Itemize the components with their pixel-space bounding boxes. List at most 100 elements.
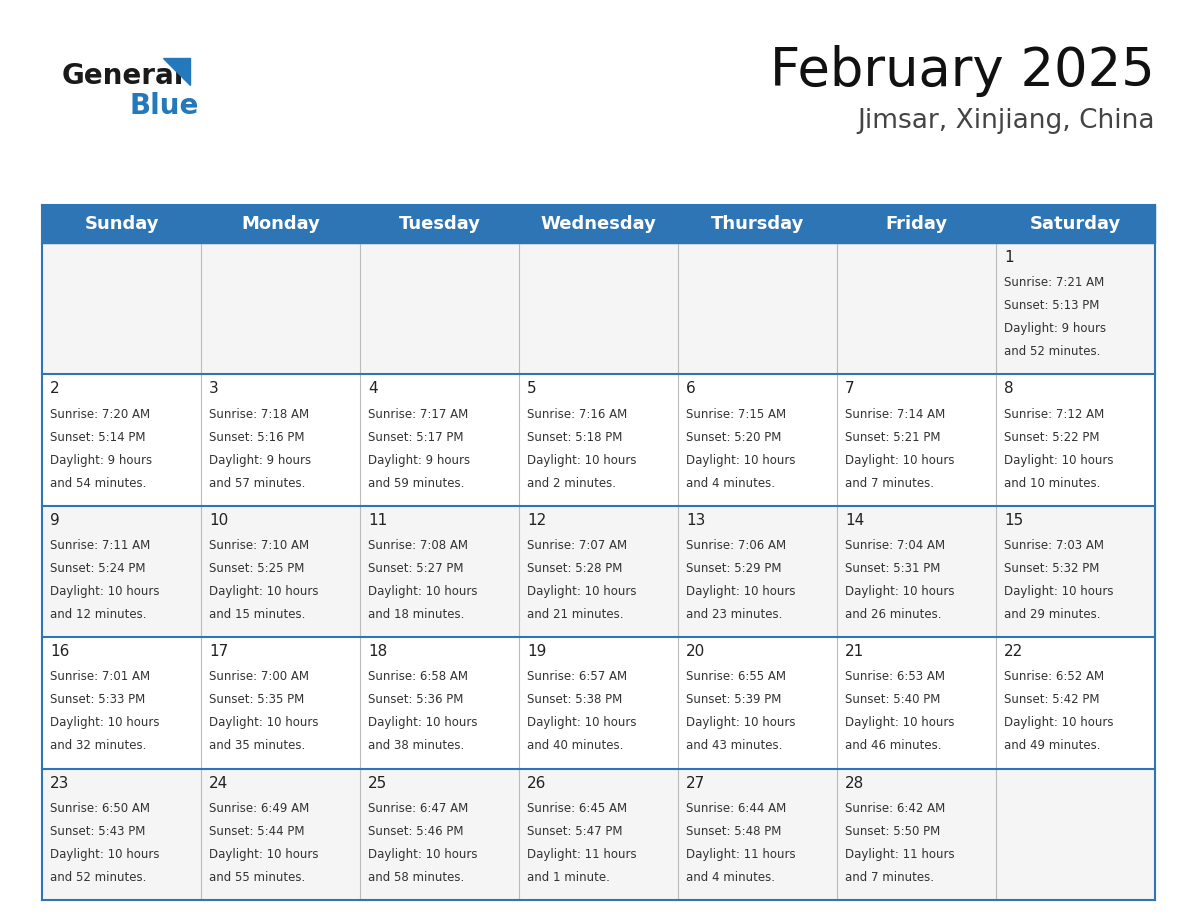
Text: Sunrise: 7:03 AM: Sunrise: 7:03 AM — [1004, 539, 1104, 552]
Text: Sunrise: 7:12 AM: Sunrise: 7:12 AM — [1004, 408, 1105, 420]
Text: Daylight: 9 hours: Daylight: 9 hours — [368, 453, 470, 466]
Text: 18: 18 — [368, 644, 387, 659]
Text: Sunrise: 7:14 AM: Sunrise: 7:14 AM — [845, 408, 946, 420]
Text: and 52 minutes.: and 52 minutes. — [1004, 345, 1100, 358]
Text: 22: 22 — [1004, 644, 1023, 659]
Text: and 15 minutes.: and 15 minutes. — [209, 608, 305, 621]
Text: 15: 15 — [1004, 513, 1023, 528]
Text: 7: 7 — [845, 381, 854, 397]
Text: Sunset: 5:43 PM: Sunset: 5:43 PM — [50, 825, 145, 838]
Text: 21: 21 — [845, 644, 864, 659]
Text: Daylight: 10 hours: Daylight: 10 hours — [685, 453, 796, 466]
Text: Daylight: 9 hours: Daylight: 9 hours — [1004, 322, 1106, 335]
Text: and 43 minutes.: and 43 minutes. — [685, 740, 783, 753]
Text: and 38 minutes.: and 38 minutes. — [368, 740, 465, 753]
Text: Daylight: 10 hours: Daylight: 10 hours — [50, 585, 159, 598]
Text: Sunset: 5:33 PM: Sunset: 5:33 PM — [50, 693, 145, 707]
Text: 16: 16 — [50, 644, 69, 659]
Text: 1: 1 — [1004, 250, 1013, 265]
Text: Daylight: 10 hours: Daylight: 10 hours — [1004, 585, 1113, 598]
Text: 4: 4 — [368, 381, 378, 397]
Text: Sunset: 5:29 PM: Sunset: 5:29 PM — [685, 562, 782, 575]
Text: Sunrise: 7:07 AM: Sunrise: 7:07 AM — [527, 539, 627, 552]
Text: 27: 27 — [685, 776, 706, 790]
Text: Sunrise: 7:20 AM: Sunrise: 7:20 AM — [50, 408, 150, 420]
Bar — [42, 375, 1155, 506]
Text: 8: 8 — [1004, 381, 1013, 397]
Bar — [42, 205, 1155, 243]
Text: Thursday: Thursday — [710, 215, 804, 233]
Text: and 12 minutes.: and 12 minutes. — [50, 608, 146, 621]
Bar — [42, 768, 1155, 900]
Text: 11: 11 — [368, 513, 387, 528]
Text: and 4 minutes.: and 4 minutes. — [685, 476, 775, 489]
Text: Sunset: 5:47 PM: Sunset: 5:47 PM — [527, 825, 623, 838]
Text: Daylight: 10 hours: Daylight: 10 hours — [527, 585, 637, 598]
Text: Sunset: 5:48 PM: Sunset: 5:48 PM — [685, 825, 782, 838]
Text: Daylight: 11 hours: Daylight: 11 hours — [685, 848, 796, 861]
Text: Sunset: 5:32 PM: Sunset: 5:32 PM — [1004, 562, 1099, 575]
Text: Daylight: 10 hours: Daylight: 10 hours — [368, 848, 478, 861]
Text: Blue: Blue — [129, 92, 200, 120]
Text: Sunset: 5:31 PM: Sunset: 5:31 PM — [845, 562, 941, 575]
Text: Sunrise: 6:50 AM: Sunrise: 6:50 AM — [50, 802, 150, 815]
Text: and 1 minute.: and 1 minute. — [527, 871, 609, 884]
Text: and 7 minutes.: and 7 minutes. — [845, 871, 934, 884]
Text: and 40 minutes.: and 40 minutes. — [527, 740, 624, 753]
Text: Sunrise: 7:06 AM: Sunrise: 7:06 AM — [685, 539, 786, 552]
Text: Daylight: 10 hours: Daylight: 10 hours — [685, 716, 796, 730]
Text: 5: 5 — [527, 381, 537, 397]
Text: General: General — [62, 62, 184, 90]
Text: 26: 26 — [527, 776, 546, 790]
Text: 24: 24 — [209, 776, 228, 790]
Text: and 35 minutes.: and 35 minutes. — [209, 740, 305, 753]
Text: and 2 minutes.: and 2 minutes. — [527, 476, 617, 489]
Text: 6: 6 — [685, 381, 696, 397]
Text: Sunrise: 7:04 AM: Sunrise: 7:04 AM — [845, 539, 946, 552]
Text: Daylight: 10 hours: Daylight: 10 hours — [209, 848, 318, 861]
Text: Sunday: Sunday — [84, 215, 159, 233]
Text: 17: 17 — [209, 644, 228, 659]
Text: 20: 20 — [685, 644, 706, 659]
Text: Sunset: 5:44 PM: Sunset: 5:44 PM — [209, 825, 304, 838]
Text: Sunset: 5:20 PM: Sunset: 5:20 PM — [685, 431, 782, 443]
Text: Daylight: 10 hours: Daylight: 10 hours — [368, 585, 478, 598]
Text: Daylight: 9 hours: Daylight: 9 hours — [209, 453, 311, 466]
Text: Daylight: 10 hours: Daylight: 10 hours — [209, 585, 318, 598]
Text: 14: 14 — [845, 513, 864, 528]
Text: Wednesday: Wednesday — [541, 215, 657, 233]
Text: and 23 minutes.: and 23 minutes. — [685, 608, 783, 621]
Bar — [42, 243, 1155, 375]
Text: Sunset: 5:35 PM: Sunset: 5:35 PM — [209, 693, 304, 707]
Text: Sunset: 5:40 PM: Sunset: 5:40 PM — [845, 693, 941, 707]
Text: Jimsar, Xinjiang, China: Jimsar, Xinjiang, China — [858, 108, 1155, 134]
Text: Daylight: 10 hours: Daylight: 10 hours — [50, 848, 159, 861]
Text: Sunrise: 6:49 AM: Sunrise: 6:49 AM — [209, 802, 309, 815]
Text: and 46 minutes.: and 46 minutes. — [845, 740, 942, 753]
Text: Monday: Monday — [241, 215, 320, 233]
Text: and 58 minutes.: and 58 minutes. — [368, 871, 465, 884]
Text: 3: 3 — [209, 381, 219, 397]
Text: and 32 minutes.: and 32 minutes. — [50, 740, 146, 753]
Text: Sunrise: 7:16 AM: Sunrise: 7:16 AM — [527, 408, 627, 420]
Text: and 49 minutes.: and 49 minutes. — [1004, 740, 1100, 753]
Text: Sunset: 5:25 PM: Sunset: 5:25 PM — [209, 562, 304, 575]
Text: Sunset: 5:16 PM: Sunset: 5:16 PM — [209, 431, 304, 443]
Text: and 7 minutes.: and 7 minutes. — [845, 476, 934, 489]
Text: Sunrise: 7:18 AM: Sunrise: 7:18 AM — [209, 408, 309, 420]
Text: Sunset: 5:13 PM: Sunset: 5:13 PM — [1004, 299, 1099, 312]
Text: Sunrise: 6:52 AM: Sunrise: 6:52 AM — [1004, 670, 1104, 684]
Text: Sunrise: 7:10 AM: Sunrise: 7:10 AM — [209, 539, 309, 552]
Text: 23: 23 — [50, 776, 69, 790]
Text: 25: 25 — [368, 776, 387, 790]
Text: Daylight: 10 hours: Daylight: 10 hours — [209, 716, 318, 730]
Text: Sunrise: 6:53 AM: Sunrise: 6:53 AM — [845, 670, 944, 684]
Text: Sunrise: 7:08 AM: Sunrise: 7:08 AM — [368, 539, 468, 552]
Text: Sunrise: 6:45 AM: Sunrise: 6:45 AM — [527, 802, 627, 815]
Text: 9: 9 — [50, 513, 59, 528]
Text: and 54 minutes.: and 54 minutes. — [50, 476, 146, 489]
Text: February 2025: February 2025 — [770, 45, 1155, 97]
Text: Sunset: 5:36 PM: Sunset: 5:36 PM — [368, 693, 463, 707]
Text: Daylight: 11 hours: Daylight: 11 hours — [527, 848, 637, 861]
Text: and 55 minutes.: and 55 minutes. — [209, 871, 305, 884]
